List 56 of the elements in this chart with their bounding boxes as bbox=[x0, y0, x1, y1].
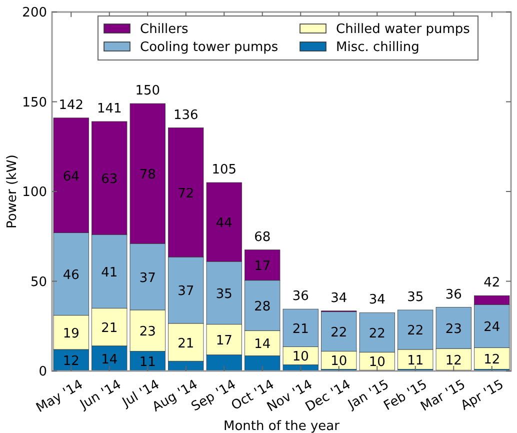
total-label: 36 bbox=[445, 287, 462, 302]
data-label: 72 bbox=[178, 186, 194, 202]
data-label: 23 bbox=[445, 322, 462, 337]
y-tick-label: 150 bbox=[22, 95, 47, 110]
total-label: 36 bbox=[292, 289, 309, 304]
total-label: 136 bbox=[173, 108, 198, 123]
data-label: 10 bbox=[368, 355, 386, 370]
data-label: 63 bbox=[101, 172, 118, 188]
data-label: 12 bbox=[62, 354, 80, 370]
data-label: 10 bbox=[292, 350, 309, 365]
data-label: 11 bbox=[139, 355, 156, 370]
data-label: 22 bbox=[330, 326, 348, 341]
data-label: 64 bbox=[62, 169, 80, 184]
y-tick-label: 50 bbox=[30, 274, 47, 290]
data-label: 12 bbox=[484, 352, 500, 368]
data-label: 24 bbox=[484, 320, 500, 336]
total-label: 142 bbox=[58, 98, 84, 113]
data-label: 12 bbox=[445, 353, 462, 368]
data-label: 22 bbox=[407, 324, 424, 339]
data-label: 44 bbox=[216, 216, 232, 232]
data-label: 37 bbox=[139, 270, 156, 286]
total-label: 34 bbox=[330, 290, 348, 306]
data-label: 37 bbox=[178, 284, 194, 300]
legend-label: Misc. chilling bbox=[336, 40, 420, 55]
data-label: 21 bbox=[178, 336, 194, 352]
total-label: 68 bbox=[254, 230, 271, 245]
data-label: 28 bbox=[254, 299, 271, 314]
data-label: 22 bbox=[368, 326, 386, 342]
y-tick-label: 0 bbox=[38, 364, 47, 380]
data-label: 21 bbox=[292, 322, 309, 337]
data-label: 35 bbox=[216, 286, 232, 302]
total-label: 42 bbox=[484, 276, 500, 291]
total-label: 150 bbox=[135, 84, 160, 99]
legend-label: Chilled water pumps bbox=[336, 22, 470, 37]
data-label: 14 bbox=[254, 337, 271, 352]
y-tick-label: 200 bbox=[22, 6, 47, 20]
data-label: 10 bbox=[330, 354, 348, 370]
data-label: 11 bbox=[407, 353, 424, 368]
data-label: 19 bbox=[62, 326, 80, 342]
legend-label: Cooling tower pumps bbox=[140, 40, 278, 55]
data-label: 23 bbox=[139, 324, 156, 340]
data-label: 46 bbox=[62, 268, 80, 284]
total-label: 141 bbox=[96, 101, 122, 116]
y-axis-title: Power (kW) bbox=[5, 154, 20, 228]
total-label: 34 bbox=[368, 292, 386, 308]
data-label: 14 bbox=[101, 352, 118, 368]
legend-label: Chillers bbox=[140, 22, 188, 37]
total-label: 35 bbox=[407, 290, 424, 305]
data-label: 78 bbox=[139, 168, 156, 183]
total-label: 105 bbox=[212, 162, 237, 178]
x-axis-title: Month of the year bbox=[223, 419, 340, 433]
data-label: 17 bbox=[254, 259, 271, 274]
data-label: 21 bbox=[101, 321, 118, 336]
data-label: 41 bbox=[101, 265, 118, 280]
data-label: 17 bbox=[216, 334, 232, 349]
y-tick-label: 100 bbox=[22, 185, 47, 200]
